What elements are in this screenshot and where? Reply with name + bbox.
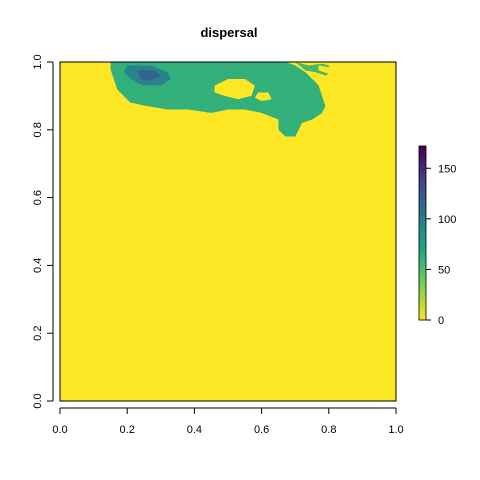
colorbar-tick-label: 0 <box>438 315 444 327</box>
colorbar-swatch <box>419 311 426 315</box>
y-tick-label: 0.0 <box>32 393 44 408</box>
y-axis: 0.0 0.2 0.4 0.6 0.8 1.0 <box>32 54 54 409</box>
colorbar-swatch <box>419 285 426 289</box>
colorbar-swatch <box>419 166 426 170</box>
colorbar-swatch <box>419 148 426 153</box>
x-axis: 0.0 0.2 0.4 0.6 0.8 1.0 <box>52 407 404 436</box>
colorbar-swatch <box>419 163 426 167</box>
colorbar-swatch <box>419 244 426 249</box>
colorbar-swatch <box>419 235 426 240</box>
y-tick-label: 0.8 <box>32 122 44 137</box>
colorbar-swatch <box>419 293 426 298</box>
colorbar-swatch <box>419 308 426 312</box>
raster-region-4 <box>214 78 255 100</box>
colorbar-swatch <box>419 192 426 196</box>
colorbar-swatch <box>419 186 426 191</box>
colorbar-swatch <box>419 218 426 222</box>
colorbar-swatch <box>419 175 426 179</box>
y-tick-label: 1.0 <box>32 54 44 69</box>
colorbar-swatch <box>419 267 426 272</box>
colorbar-swatch <box>419 282 426 286</box>
colorbar-swatch <box>419 250 426 254</box>
colorbar-swatch <box>419 198 426 202</box>
colorbar-swatch <box>419 201 426 205</box>
x-tick-label: 1.0 <box>388 424 403 436</box>
colorbar-swatch <box>419 160 426 164</box>
colorbar-swatch <box>419 172 426 176</box>
plot-title: dispersal <box>200 25 257 40</box>
plot-frame <box>59 61 397 402</box>
colorbar-legend: 0 50 100 150 <box>418 145 456 327</box>
colorbar-swatch <box>419 259 426 263</box>
colorbar-swatch <box>419 169 426 173</box>
raster-layer <box>60 62 396 401</box>
colorbar-swatch <box>419 180 426 185</box>
x-tick-label: 0.4 <box>187 424 202 436</box>
colorbar-swatch <box>419 317 426 321</box>
colorbar-swatch <box>419 204 426 208</box>
colorbar-swatch <box>419 247 426 251</box>
colorbar-tick-label: 100 <box>438 214 456 226</box>
colorbar-swatch <box>419 227 426 231</box>
colorbar-swatch <box>419 233 426 237</box>
raster-region-1 <box>295 62 333 76</box>
colorbar-swatch <box>419 230 426 234</box>
colorbar-swatch <box>419 146 426 150</box>
x-tick-label: 0.8 <box>321 424 336 436</box>
colorbar-swatch <box>419 154 426 159</box>
colorbar-swatch <box>419 224 426 228</box>
colorbar-swatch <box>419 253 426 257</box>
colorbar-swatch <box>419 296 426 301</box>
colorbar-frame <box>418 145 427 321</box>
colorbar-swatch <box>419 212 426 217</box>
x-tick-label: 0.2 <box>120 424 135 436</box>
colorbar-swatch <box>419 264 426 269</box>
x-tick-label: 0.0 <box>52 424 67 436</box>
colorbar-tick-label: 50 <box>438 264 450 276</box>
colorbar-swatch <box>419 276 426 280</box>
colorbar-swatch <box>419 314 426 318</box>
raster-background <box>60 62 396 401</box>
raster-region-3 <box>137 70 161 81</box>
colorbar-swatch <box>419 189 426 193</box>
colorbar-swatch <box>419 215 426 220</box>
raster-region-5 <box>254 92 272 101</box>
colorbar-swatch <box>419 299 426 304</box>
colorbar-swatch <box>419 305 426 309</box>
colorbar-swatch <box>419 291 426 295</box>
y-tick-label: 0.6 <box>32 190 44 205</box>
y-tick-label: 0.4 <box>32 258 44 273</box>
colorbar-swatch <box>419 221 426 225</box>
colorbar-swatch <box>419 241 426 246</box>
colorbar-tick-label: 150 <box>438 163 456 175</box>
colorbar-swatch <box>419 206 426 211</box>
colorbar-swatch <box>419 279 426 283</box>
colorbar-swatch <box>419 209 426 214</box>
colorbar-swatch <box>419 262 426 266</box>
colorbar-swatch <box>419 151 426 156</box>
colorbar-swatch <box>419 256 426 260</box>
colorbar-swatch <box>419 273 426 278</box>
colorbar-swatch <box>419 195 426 199</box>
x-tick-label: 0.6 <box>254 424 269 436</box>
colorbar-swatch <box>419 302 426 307</box>
colorbar-swatch <box>419 157 426 162</box>
colorbar-swatch <box>419 183 426 188</box>
y-tick-label: 0.2 <box>32 326 44 341</box>
colorbar-swatch <box>419 288 426 292</box>
raster-region-6 <box>318 65 336 74</box>
colorbar-swatch <box>419 270 426 275</box>
colorbar-swatch <box>419 238 426 243</box>
colorbar-swatch <box>419 177 426 182</box>
